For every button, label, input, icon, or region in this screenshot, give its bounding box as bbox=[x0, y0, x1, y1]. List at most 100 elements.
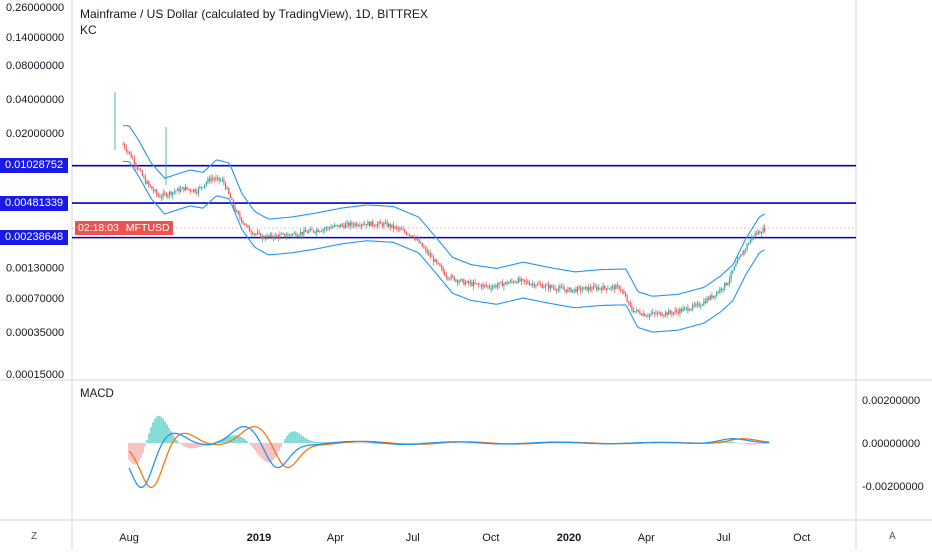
candle-body bbox=[122, 143, 124, 145]
candle-body bbox=[309, 229, 311, 231]
candle-body bbox=[429, 252, 431, 257]
candle-body bbox=[599, 287, 601, 289]
macd-histogram-bar bbox=[362, 443, 364, 444]
candle-body bbox=[541, 284, 543, 288]
candle-body bbox=[701, 304, 703, 306]
zoom-corner-left[interactable]: Z bbox=[31, 531, 38, 542]
candle-body bbox=[557, 288, 559, 291]
candle-body bbox=[624, 294, 627, 297]
macd-histogram-bar bbox=[354, 442, 356, 444]
candle-body bbox=[629, 301, 631, 306]
candle-body bbox=[618, 285, 620, 290]
candle-body bbox=[229, 193, 231, 199]
macd-histogram-bar bbox=[262, 443, 264, 460]
candle-body bbox=[480, 284, 483, 288]
macd-histogram-bar bbox=[558, 442, 560, 444]
macd-histogram-bar bbox=[286, 435, 288, 443]
candle-body bbox=[186, 186, 188, 189]
candle-body bbox=[748, 243, 750, 245]
candle-body bbox=[196, 192, 198, 194]
candle-body bbox=[640, 314, 643, 316]
macd-histogram-bar bbox=[312, 441, 314, 443]
candle-body bbox=[191, 190, 193, 192]
candle-body bbox=[746, 244, 748, 250]
candle-body bbox=[210, 178, 212, 182]
candle-body bbox=[764, 227, 766, 232]
candle-body bbox=[733, 266, 735, 271]
candle-body bbox=[413, 236, 415, 240]
candle-body bbox=[204, 184, 206, 188]
candle-body bbox=[340, 224, 342, 227]
candle-body bbox=[512, 281, 515, 283]
candle-body bbox=[416, 239, 419, 240]
macd-histogram-bar bbox=[730, 441, 732, 443]
macd-histogram-bar bbox=[316, 441, 318, 443]
macd-histogram-bar bbox=[412, 442, 414, 444]
candle-body bbox=[669, 310, 671, 313]
candle-body bbox=[656, 312, 659, 314]
candle-body bbox=[304, 230, 307, 232]
macd-histogram-bar bbox=[212, 442, 214, 444]
price-tick-label: 0.02000000 bbox=[6, 128, 64, 140]
candle-body bbox=[453, 276, 455, 281]
macd-histogram-bar bbox=[242, 437, 244, 443]
macd-histogram-bar bbox=[160, 416, 162, 443]
macd-histogram-bar bbox=[366, 443, 368, 444]
candle-body bbox=[560, 286, 563, 288]
time-axis-label: Oct bbox=[482, 532, 499, 544]
macd-histogram-bar bbox=[156, 416, 158, 443]
candle-body bbox=[672, 312, 675, 315]
candle-body bbox=[431, 256, 433, 258]
candle-body bbox=[172, 192, 174, 195]
candle-body bbox=[232, 199, 235, 207]
candle-body bbox=[690, 308, 692, 311]
candle-body bbox=[711, 295, 713, 298]
candle-body bbox=[231, 198, 233, 200]
candle-body bbox=[359, 225, 361, 227]
candle-body bbox=[224, 182, 227, 189]
kc-lower-band bbox=[123, 160, 765, 333]
time-axis-label: Aug bbox=[119, 532, 139, 544]
candle-body bbox=[149, 184, 151, 187]
candle-body bbox=[408, 234, 411, 236]
candle-body bbox=[700, 305, 702, 307]
candle-body bbox=[493, 285, 495, 287]
macd-histogram-bar bbox=[748, 443, 750, 445]
candle-body bbox=[708, 298, 710, 300]
candle-body bbox=[295, 233, 297, 237]
candle-body bbox=[333, 225, 335, 227]
candle-body bbox=[754, 233, 756, 237]
candle-body bbox=[146, 181, 148, 184]
candle-body bbox=[159, 196, 161, 198]
candle-body bbox=[200, 186, 203, 188]
macd-histogram-group bbox=[128, 415, 770, 465]
macd-histogram-bar bbox=[474, 443, 476, 444]
macd-histogram-bar bbox=[744, 443, 746, 445]
candle-body bbox=[695, 304, 697, 306]
macd-histogram-bar bbox=[472, 443, 474, 444]
macd-histogram-bar bbox=[300, 434, 302, 443]
candle-body bbox=[418, 239, 420, 243]
macd-histogram-bar bbox=[162, 418, 164, 443]
candle-body bbox=[540, 284, 542, 286]
candle-body bbox=[276, 235, 278, 236]
candle-body bbox=[533, 283, 535, 287]
candle-body bbox=[647, 316, 649, 317]
candle-body bbox=[264, 238, 267, 240]
auto-scale-corner[interactable]: A bbox=[889, 531, 896, 542]
price-tick-label: 0.26000000 bbox=[6, 2, 64, 14]
macd-histogram-bar bbox=[754, 443, 756, 445]
candle-body bbox=[322, 229, 324, 232]
candle-body bbox=[256, 232, 259, 234]
candle-body bbox=[727, 282, 729, 286]
candle-body bbox=[604, 285, 606, 288]
macd-histogram-bar bbox=[742, 443, 744, 444]
price-tick-label: 0.00015000 bbox=[6, 369, 64, 381]
candle-body bbox=[336, 224, 339, 226]
candle-body bbox=[524, 279, 526, 282]
candle-body bbox=[688, 310, 691, 312]
candle-body bbox=[320, 231, 323, 232]
candle-body bbox=[760, 233, 763, 234]
